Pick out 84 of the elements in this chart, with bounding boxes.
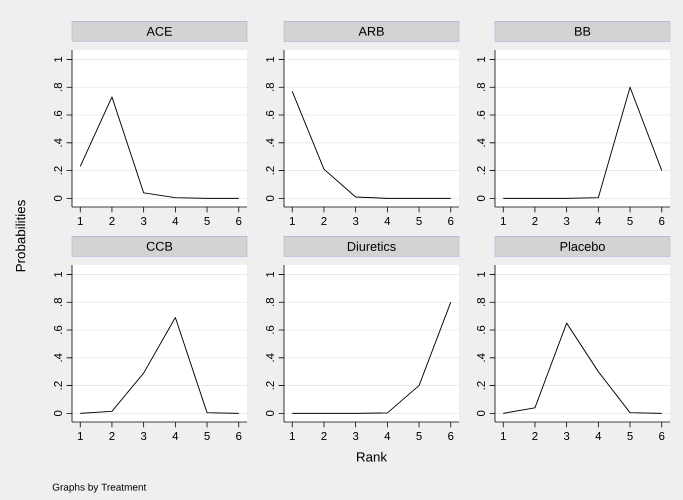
x-tick-label: 2 (532, 432, 538, 440)
x-tick-label: 4 (595, 217, 602, 225)
x-tick-label: 1 (78, 432, 83, 440)
x-tick-label: 4 (172, 432, 178, 440)
x-tick-label: 5 (416, 217, 422, 225)
line-series (502, 322, 662, 414)
x-tick-label: 2 (109, 432, 115, 440)
x-tick-label: 6 (236, 217, 242, 226)
x-tick-label: 3 (564, 432, 570, 440)
chart-title: Placebo (560, 242, 605, 251)
y-tick-label: .6 (266, 110, 274, 119)
x-tick-label: 1 (290, 217, 295, 225)
x-tick-label: 2 (109, 217, 115, 225)
y-tick-label: 0 (266, 410, 274, 416)
y-tick-label: .6 (266, 326, 274, 334)
line-series (80, 96, 240, 199)
y-tick-label: .4 (54, 138, 62, 147)
text: Graphs by Treatment (52, 483, 146, 493)
y-tick-label: .2 (266, 381, 274, 390)
chart-title: CCB (146, 242, 172, 251)
y-tick-label: 0 (476, 196, 485, 202)
y-tick-label: 0 (476, 410, 485, 416)
y-tick-label: .2 (477, 166, 485, 174)
y-tick-label: 1 (266, 272, 274, 277)
y-tick-label: .2 (54, 166, 62, 174)
y-tick-label: .4 (266, 138, 274, 146)
y-axis-title: Probabilities (16, 200, 26, 272)
x-tick-label: 2 (532, 217, 538, 225)
x-tick-label: 5 (416, 432, 422, 440)
chart-title: ACE (146, 26, 172, 36)
x-tick-label: 2 (321, 217, 327, 225)
y-tick-label: 0 (266, 196, 274, 202)
x-tick-label: 6 (659, 432, 664, 440)
y-tick-label: 1 (477, 272, 485, 277)
chart-title: ARB (358, 26, 384, 36)
x-tick-label: 3 (140, 217, 146, 226)
y-tick-label: 1 (266, 56, 274, 62)
y-tick-label: .6 (54, 326, 62, 334)
y-tick-label: .8 (476, 82, 485, 91)
line-series (80, 317, 240, 414)
x-tick-label: 5 (204, 217, 210, 225)
y-tick-label: .4 (477, 138, 485, 146)
y-tick-label: .6 (476, 326, 485, 334)
x-axis-title: Rank (357, 452, 388, 462)
x-tick-label: 6 (659, 217, 664, 226)
y-tick-label: .8 (266, 298, 274, 306)
y-tick-label: .8 (266, 82, 274, 91)
x-tick-label: 3 (352, 432, 358, 440)
x-tick-label: 4 (595, 432, 602, 440)
y-tick-label: .4 (54, 353, 62, 362)
x-tick-label: 4 (384, 217, 390, 225)
x-tick-label: 4 (172, 217, 178, 225)
y-tick-label: 1 (477, 56, 485, 62)
y-tick-label: .6 (54, 110, 62, 119)
x-tick-label: 1 (78, 217, 83, 225)
x-tick-label: 6 (448, 432, 454, 440)
y-tick-label: .2 (54, 381, 62, 390)
x-tick-label: 3 (564, 217, 570, 226)
x-tick-label: 1 (290, 432, 295, 440)
y-tick-label: .8 (54, 298, 62, 306)
x-tick-label: 1 (500, 217, 506, 225)
x-tick-label: 5 (627, 432, 633, 440)
y-tick-label: .2 (477, 381, 485, 390)
chart-title: BB (575, 26, 590, 36)
x-tick-label: 3 (352, 217, 358, 226)
x-tick-label: 5 (204, 432, 210, 440)
y-tick-label: 1 (54, 56, 62, 62)
x-tick-label: 6 (236, 432, 242, 440)
y-tick-label: .8 (476, 298, 485, 306)
y-tick-label: .6 (476, 110, 485, 119)
x-tick-label: 1 (500, 432, 506, 440)
x-tick-label: 4 (384, 432, 390, 440)
y-tick-label: .8 (54, 82, 62, 91)
y-tick-label: 1 (54, 272, 62, 277)
y-tick-label: .4 (266, 353, 274, 362)
y-tick-label: 0 (54, 196, 62, 202)
x-tick-label: 2 (321, 432, 327, 440)
x-tick-label: 5 (627, 217, 633, 225)
y-tick-label: 0 (54, 410, 62, 416)
x-tick-label: 3 (140, 432, 146, 440)
y-tick-label: .4 (477, 353, 485, 362)
y-tick-label: .2 (266, 166, 274, 174)
x-tick-label: 6 (448, 217, 454, 226)
chart-title: Diuretics (348, 242, 396, 251)
